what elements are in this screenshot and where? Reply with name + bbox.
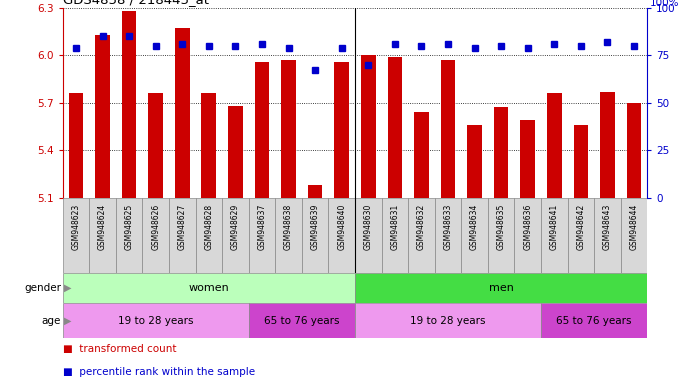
Bar	[148, 93, 163, 198]
Text: ■  percentile rank within the sample: ■ percentile rank within the sample	[63, 367, 255, 377]
Bar	[414, 112, 429, 198]
Bar	[621, 198, 647, 273]
Text: 100%: 100%	[650, 0, 679, 8]
Text: GSM948628: GSM948628	[205, 204, 213, 250]
Bar	[435, 198, 461, 273]
Text: GDS4858 / 218445_at: GDS4858 / 218445_at	[63, 0, 209, 7]
Bar	[355, 198, 381, 273]
Text: ▶: ▶	[64, 283, 72, 293]
Text: men: men	[489, 283, 514, 293]
Bar	[175, 28, 189, 198]
Bar	[95, 35, 110, 198]
Bar	[381, 198, 408, 273]
Bar	[567, 198, 594, 273]
Bar	[488, 198, 514, 273]
Bar	[248, 303, 355, 338]
Text: GSM948641: GSM948641	[550, 204, 559, 250]
Bar	[408, 198, 435, 273]
Bar	[494, 108, 509, 198]
Bar	[228, 106, 243, 198]
Bar	[461, 198, 488, 273]
Text: GSM948643: GSM948643	[603, 204, 612, 250]
Text: GSM948636: GSM948636	[523, 204, 532, 250]
Bar	[467, 125, 482, 198]
Text: GSM948626: GSM948626	[151, 204, 160, 250]
Bar	[541, 303, 647, 338]
Bar	[541, 198, 567, 273]
Bar	[329, 198, 355, 273]
Text: GSM948637: GSM948637	[258, 204, 267, 250]
Bar	[361, 55, 376, 198]
Bar	[63, 303, 248, 338]
Text: 19 to 28 years: 19 to 28 years	[410, 316, 486, 326]
Text: age: age	[42, 316, 61, 326]
Bar	[169, 198, 196, 273]
Bar	[334, 61, 349, 198]
Bar	[521, 120, 535, 198]
Text: GSM948635: GSM948635	[497, 204, 505, 250]
Bar	[63, 273, 355, 303]
Text: 65 to 76 years: 65 to 76 years	[556, 316, 632, 326]
Bar	[275, 198, 302, 273]
Bar	[196, 198, 222, 273]
Bar	[122, 11, 136, 198]
Bar	[308, 185, 322, 198]
Bar	[594, 198, 621, 273]
Bar	[355, 303, 541, 338]
Bar	[248, 198, 275, 273]
Bar	[574, 125, 588, 198]
Bar	[302, 198, 329, 273]
Bar	[600, 92, 615, 198]
Bar	[202, 93, 216, 198]
Bar	[63, 198, 89, 273]
Text: ▶: ▶	[64, 316, 72, 326]
Bar	[547, 93, 562, 198]
Text: ■  transformed count: ■ transformed count	[63, 344, 176, 354]
Bar	[255, 61, 269, 198]
Text: GSM948625: GSM948625	[125, 204, 134, 250]
Text: GSM948629: GSM948629	[231, 204, 240, 250]
Bar	[388, 57, 402, 198]
Text: GSM948633: GSM948633	[443, 204, 452, 250]
Text: GSM948630: GSM948630	[364, 204, 373, 250]
Text: 65 to 76 years: 65 to 76 years	[264, 316, 340, 326]
Text: GSM948631: GSM948631	[390, 204, 400, 250]
Text: GSM948627: GSM948627	[177, 204, 187, 250]
Text: women: women	[189, 283, 229, 293]
Text: GSM948644: GSM948644	[629, 204, 638, 250]
Bar	[69, 93, 84, 198]
Bar	[281, 60, 296, 198]
Text: GSM948624: GSM948624	[98, 204, 107, 250]
Text: GSM948623: GSM948623	[72, 204, 81, 250]
Text: GSM948639: GSM948639	[310, 204, 319, 250]
Bar	[143, 198, 169, 273]
Text: GSM948638: GSM948638	[284, 204, 293, 250]
Text: GSM948642: GSM948642	[576, 204, 585, 250]
Bar	[514, 198, 541, 273]
Bar	[222, 198, 248, 273]
Text: 19 to 28 years: 19 to 28 years	[118, 316, 193, 326]
Bar	[116, 198, 143, 273]
Text: gender: gender	[24, 283, 61, 293]
Bar	[89, 198, 116, 273]
Bar	[626, 103, 641, 198]
Text: GSM948634: GSM948634	[470, 204, 479, 250]
Text: GSM948632: GSM948632	[417, 204, 426, 250]
Text: GSM948640: GSM948640	[337, 204, 346, 250]
Bar	[441, 60, 455, 198]
Bar	[355, 273, 647, 303]
